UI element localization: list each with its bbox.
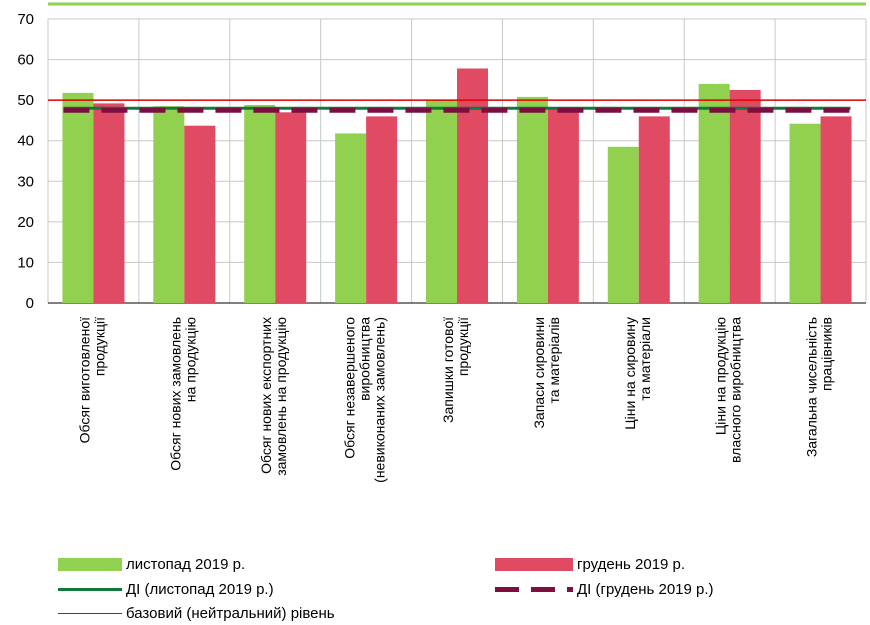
bar-nov — [698, 83, 730, 304]
x-tick-label-line: Обсяг виготовленої — [76, 317, 92, 443]
bar-dec — [547, 109, 579, 303]
x-tick-label-line: продукції — [91, 317, 107, 376]
x-tick-label-line: Ціни на продукцію — [713, 317, 729, 435]
bar-nov — [516, 96, 548, 303]
x-tick-label-line: працівників — [819, 317, 835, 391]
x-tick-label-line: Обсяг нових експортних — [258, 317, 274, 474]
x-tick-label: Ціни на сировину та матеріали — [622, 317, 653, 430]
bar-nov — [244, 105, 276, 303]
x-tick-label-line: Загальна чисельність — [804, 317, 820, 457]
legend-swatch-dec — [495, 558, 573, 571]
legend-label-di-nov: ДІ (листопад 2019 р.) — [126, 581, 274, 598]
legend-label-dec: грудень 2019 р. — [577, 556, 686, 573]
x-tick-label-line: Обсяг незавершеного — [342, 317, 358, 459]
x-tick-label: Обсяг виготовленої продукції — [76, 317, 107, 443]
y-tick-label: 10 — [17, 254, 34, 271]
y-tick-label: 50 — [17, 92, 34, 109]
x-axis-labels: Обсяг виготовленої продукції Обсяг нових з… — [76, 317, 834, 483]
bar-nov — [607, 146, 639, 303]
bar-nov — [789, 123, 821, 303]
bar-nov — [153, 106, 185, 303]
legend-item-dec: грудень 2019 р. — [495, 556, 685, 573]
bar-dec — [275, 112, 307, 303]
y-tick-label: 70 — [17, 11, 34, 28]
bar-nov — [426, 100, 457, 304]
x-tick-label-line: продукції — [455, 317, 471, 376]
legend-swatch-di-nov — [58, 588, 122, 591]
legend-item-baseline: базовий (нейтральний) рівень — [58, 605, 335, 622]
bar-dec — [184, 125, 216, 304]
x-tick-label-line: Ціни на сировину — [622, 317, 638, 430]
x-tick-label-line: (невиконаних замовлень) — [372, 317, 388, 483]
x-tick-label-line: на продукцію — [182, 317, 198, 402]
legend-item-di-nov: ДІ (листопад 2019 р.) — [58, 581, 274, 598]
x-tick-label: Загальна чисельність працівників — [804, 317, 835, 457]
x-tick-label-line: та матеріали — [637, 317, 653, 401]
y-axis: 0 10 20 30 40 50 60 70 — [17, 11, 34, 312]
bar-dec — [93, 103, 125, 303]
legend-item-nov: листопад 2019 р. — [58, 556, 245, 573]
y-tick-label: 40 — [17, 133, 34, 150]
legend-label-di-dec: ДІ (грудень 2019 р.) — [577, 581, 714, 598]
x-tick-label-line: виробництва — [357, 317, 373, 401]
reference-lines — [48, 99, 866, 113]
x-tick-label-line: Запаси сировини — [531, 317, 547, 429]
bar-nov — [335, 133, 367, 303]
x-tick-label-line: Обсяг нових замовлень — [167, 317, 183, 471]
legend-swatch-baseline — [58, 613, 122, 614]
bar-dec — [366, 116, 398, 303]
x-tick-label-line: замовлень на продукцію — [273, 317, 289, 476]
x-tick-label-line: Запишки готової — [440, 317, 456, 423]
bar-nov — [62, 92, 94, 303]
x-tick-label: Запаси сировини та матеріалів — [531, 317, 562, 429]
x-tick-label: Обсяг нових експортних замовлень на проду… — [258, 317, 289, 476]
legend-label-baseline: базовий (нейтральний) рівень — [126, 605, 335, 622]
legend-label-nov: листопад 2019 р. — [126, 556, 246, 573]
bar-dec — [638, 116, 670, 303]
y-tick-label: 0 — [26, 295, 34, 312]
x-tick-label: Обсяг незавершеного виробництва (невиконан… — [342, 317, 388, 483]
x-tick-label-line: власного виробництва — [728, 317, 744, 463]
y-tick-label: 60 — [17, 52, 34, 69]
x-tick-label: Обсяг нових замовлень на продукцію — [167, 317, 198, 471]
x-tick-label: Запишки готової продукції — [440, 317, 471, 423]
bar-dec — [820, 116, 852, 303]
y-tick-label: 20 — [17, 214, 34, 231]
legend-item-di-dec: ДІ (грудень 2019 р.) — [495, 581, 714, 598]
x-tick-label-line: та матеріалів — [546, 317, 562, 403]
x-tick-label: Ціни на продукцію власного виробництва — [713, 317, 744, 463]
bars — [62, 68, 852, 304]
legend-swatch-di-dec — [495, 587, 573, 592]
y-tick-label: 30 — [17, 173, 34, 190]
bar-dec — [729, 90, 761, 303]
legend-swatch-nov — [58, 558, 122, 571]
bar-dec — [457, 68, 488, 303]
